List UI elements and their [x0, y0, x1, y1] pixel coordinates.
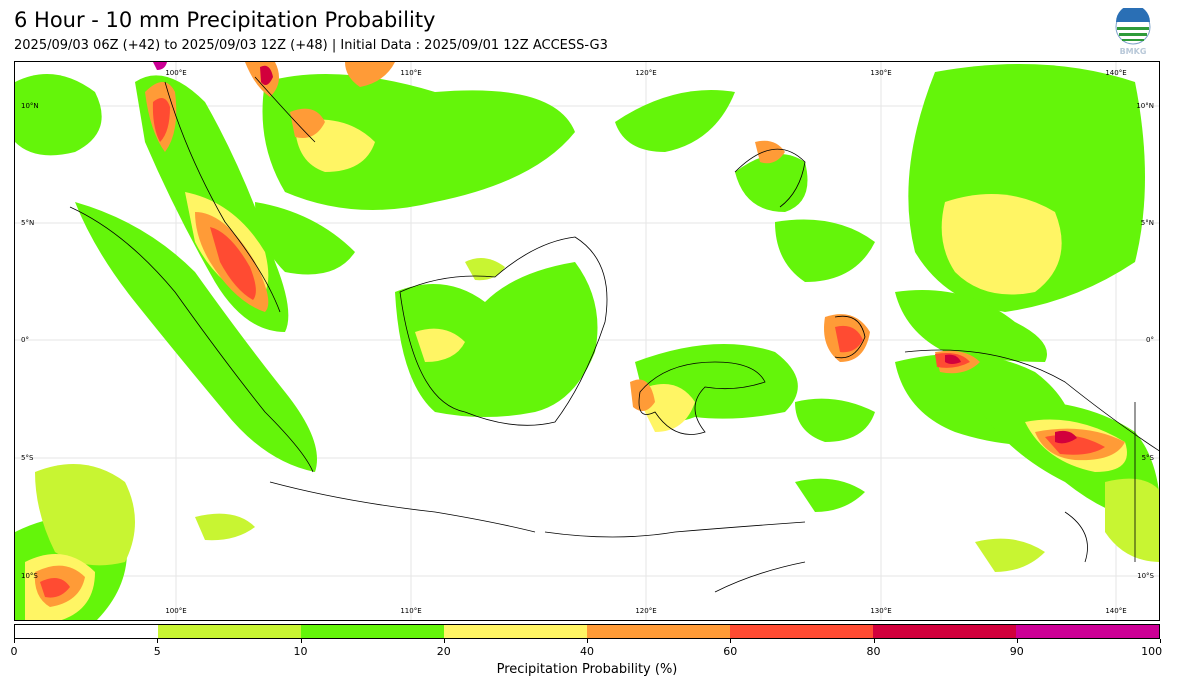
colorbar [14, 624, 1160, 639]
colorbar-tick-label: 80 [866, 645, 881, 658]
colorbar-segment [587, 625, 730, 638]
lon-label-top: 140°E [1105, 69, 1126, 77]
colorbar-tick-label: 100 [1141, 645, 1163, 658]
lat-label-right: 5°N [1141, 219, 1154, 227]
lat-label-left: 5°N [21, 219, 34, 227]
coastlines [69, 76, 1159, 593]
precip-areas-10-20 [15, 64, 1159, 620]
lat-label-left: 0° [21, 336, 29, 344]
lon-label-bottom: 110°E [400, 607, 421, 615]
lon-label-top: 100°E [165, 69, 186, 77]
colorbar-segment [1016, 625, 1159, 638]
bmkg-logo: BMKG [1112, 5, 1154, 56]
chart-title: 6 Hour - 10 mm Precipitation Probability [14, 8, 436, 32]
colorbar-tick-label: 20 [436, 645, 451, 658]
colorbar-segment [301, 625, 444, 638]
lat-label-left: 5°S [21, 454, 34, 462]
lon-label-top: 120°E [635, 69, 656, 77]
colorbar-label: Precipitation Probability (%) [496, 662, 678, 677]
colorbar-segment [873, 625, 1016, 638]
colorbar-segment [158, 625, 301, 638]
colorbar-segment [15, 625, 158, 638]
precipitation-map: 100°E 110°E 120°E 130°E 140°E 100°E 110°… [14, 61, 1160, 621]
logo-text: BMKG [1120, 47, 1147, 56]
precip-areas-5-10 [35, 258, 1159, 572]
lat-label-right: 5°S [1142, 454, 1155, 462]
chart-subtitle: 2025/09/03 06Z (+42) to 2025/09/03 12Z (… [14, 38, 608, 53]
precip-areas-90-100 [153, 62, 167, 70]
colorbar-ticks: 0 5 10 20 40 60 80 90 100 [10, 639, 1163, 659]
colorbar-tick-label: 5 [153, 645, 161, 658]
lat-label-right: 10°N [1136, 102, 1154, 110]
lon-label-bottom: 140°E [1105, 607, 1126, 615]
colorbar-tick-label: 40 [580, 645, 594, 658]
colorbar-tick-label: 0 [10, 645, 18, 658]
colorbar-segment [444, 625, 587, 638]
colorbar-tick-label: 90 [1009, 645, 1024, 658]
lat-label-right: 0° [1146, 336, 1154, 344]
lon-label-bottom: 130°E [870, 607, 891, 615]
lon-label-top: 130°E [870, 69, 891, 77]
lon-label-top: 110°E [400, 69, 421, 77]
colorbar-tick-label: 10 [293, 645, 308, 658]
lat-label-left: 10°S [21, 572, 38, 580]
gridline-labels: 100°E 110°E 120°E 130°E 140°E 100°E 110°… [21, 69, 1155, 615]
lon-label-bottom: 120°E [635, 607, 656, 615]
lat-label-right: 10°S [1137, 572, 1154, 580]
colorbar-segment [730, 625, 873, 638]
lat-label-left: 10°N [21, 102, 39, 110]
precip-areas-80-90 [260, 65, 1077, 444]
lon-label-bottom: 100°E [165, 607, 186, 615]
colorbar-tick-label: 60 [723, 645, 738, 658]
